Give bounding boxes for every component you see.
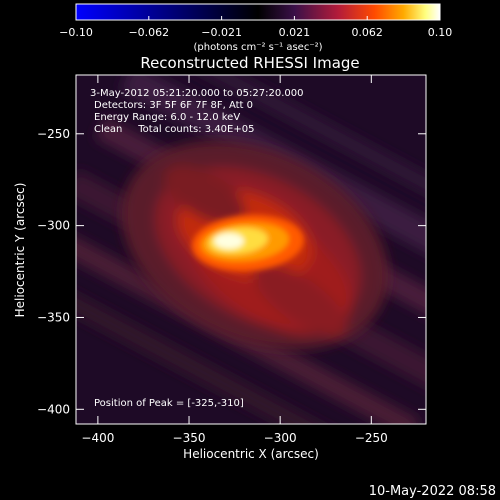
chart-title: Reconstructed RHESSI Image (140, 54, 359, 72)
timestamp: 10-May-2022 08:58 (369, 484, 496, 499)
colorbar-units: (photons cm⁻² s⁻¹ asec⁻²) (193, 42, 322, 53)
colorbar-tick-label: 0.062 (351, 26, 383, 39)
heatmap-image (76, 75, 426, 424)
source-core (192, 214, 304, 272)
colorbar-tick-label: −0.062 (128, 26, 169, 39)
colorbar-ticks: −0.10 −0.062 −0.021 0.021 0.062 0.10 (59, 16, 452, 39)
x-tick-label: −400 (81, 431, 114, 445)
plot-frame (75, 74, 427, 425)
peak-position: Position of Peak = [-325,-310] (94, 398, 244, 409)
x-tick-label: −300 (264, 431, 297, 445)
colorbar: −0.10 −0.062 −0.021 0.021 0.062 0.10 (photons… (59, 3, 452, 53)
x-axis-label: Heliocentric X (arcsec) (183, 447, 319, 461)
y-axis: −250 −300 −350 −400 (37, 127, 426, 416)
detectors: Detectors: 3F 5F 6F 7F 8F, Att 0 (94, 100, 253, 111)
y-tick-label: −350 (37, 310, 70, 324)
y-tick-label: −250 (37, 127, 70, 141)
colorbar-tick-label: −0.021 (201, 26, 242, 39)
energy-range: Energy Range: 6.0 - 12.0 keV (94, 112, 240, 123)
x-tick-label: −350 (173, 431, 206, 445)
colorbar-tick-label: 0.021 (279, 26, 311, 39)
colorbar-gradient (75, 3, 441, 21)
y-tick-label: −300 (37, 219, 70, 233)
colorbar-tick-label: 0.10 (428, 26, 453, 39)
method-counts: Clean Total counts: 3.40E+05 (94, 124, 254, 135)
x-tick-label: −250 (355, 431, 388, 445)
x-axis: −400 −350 −300 −250 (81, 75, 388, 445)
colorbar-tick-label: −0.10 (59, 26, 93, 39)
info-box: 3-May-2012 05:21:20.000 to 05:27:20.000 … (90, 88, 303, 135)
y-tick-label: −400 (37, 402, 70, 416)
time-range: 3-May-2012 05:21:20.000 to 05:27:20.000 (90, 88, 303, 99)
y-axis-label: Heliocentric Y (arcsec) (13, 183, 27, 318)
